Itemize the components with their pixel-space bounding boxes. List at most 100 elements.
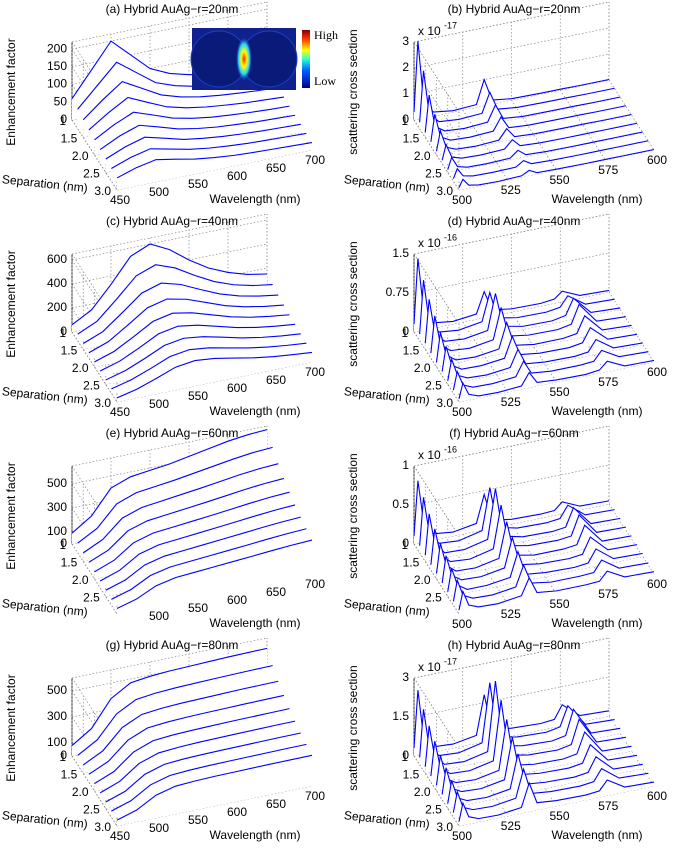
grid-line <box>116 149 313 191</box>
y-tick-label: 200 <box>47 300 67 314</box>
curve <box>82 282 279 344</box>
y-tick-label: 400 <box>47 276 67 290</box>
panel-title: (f) Hybrid AuAg−r=60nm <box>449 426 578 440</box>
z-tick-label: 1 <box>59 750 66 764</box>
curve-occluder <box>459 571 654 614</box>
x-tick-label: 500 <box>149 609 169 623</box>
y-axis-label: Enhancement factor <box>4 38 18 145</box>
curve <box>116 539 313 609</box>
x-tick-label: 700 <box>305 577 325 591</box>
y-tick-label: 50 <box>54 94 68 108</box>
z-tick-label: 1 <box>401 114 408 128</box>
z-tick-label: 1 <box>401 326 408 340</box>
x-tick-label: 600 <box>227 381 247 395</box>
grid-line <box>413 464 610 506</box>
grid-line <box>413 252 610 294</box>
z-axis-label: Separation (nm) <box>343 596 430 619</box>
y-axis-label: Enhancement factor <box>4 462 18 569</box>
panel: 0 1.5 3 500 525 550 575 600 1 1.5 2.0 2.5 3.0 (h) Hyb… <box>343 637 667 843</box>
curve-occluder <box>117 352 312 402</box>
panel: 0 200 400 600 450 500 550 600 650 700 1 1.5 2.0 2.5 3.… <box>1 213 325 419</box>
x-axis-label: Wavelength (nm) <box>552 828 643 842</box>
y-tick-label: 300 <box>47 709 67 723</box>
curve <box>94 491 290 573</box>
curve-occluder <box>442 537 638 588</box>
x-tick-label: 550 <box>549 809 569 823</box>
curve <box>111 132 307 169</box>
curve <box>105 732 301 803</box>
grid-line <box>458 785 655 827</box>
grid-line <box>447 556 643 597</box>
z-tick-label: 2.5 <box>83 167 100 181</box>
curve <box>105 123 301 160</box>
z-tick-label: 2.5 <box>83 379 100 393</box>
x-tick-label: 600 <box>647 577 667 591</box>
panel-title: (h) Hybrid AuAg−r=80nm <box>448 638 581 652</box>
y-axis-label: scattering cross section <box>346 665 360 790</box>
curve <box>99 114 296 151</box>
x-tick-label: 525 <box>501 183 521 197</box>
y-tick-label: 3 <box>402 670 409 684</box>
x-axis-label: Wavelength (nm) <box>552 404 643 418</box>
curve <box>105 516 301 591</box>
panel-title: (e) Hybrid AuAg−r=60nm <box>106 426 239 440</box>
x-axis-label: Wavelength (nm) <box>552 192 643 206</box>
grid-line <box>413 213 610 255</box>
z-tick-label: 1 <box>59 114 66 128</box>
z-tick-label: 2.5 <box>425 379 442 393</box>
grid-line <box>413 53 610 95</box>
z-axis-label: Separation (nm) <box>1 596 88 619</box>
y-tick-label: 0 <box>402 536 409 550</box>
x-tick-label: 500 <box>149 397 169 411</box>
panel-title: (g) Hybrid AuAg−r=80nm <box>106 638 239 652</box>
curve-occluder <box>117 540 312 614</box>
exponent-power: -17 <box>444 656 457 666</box>
x-tick-label: 450 <box>110 405 130 419</box>
curve-occluder <box>453 768 649 818</box>
z-axis-label: Separation (nm) <box>1 172 88 195</box>
y-tick-label: 1.5 <box>392 709 409 723</box>
z-tick-label: 2.0 <box>72 149 89 163</box>
y-tick-label: 1 <box>402 86 409 100</box>
panel: 0 50 100 150 200 450 500 550 600 650 700 1 1.5 2.0 2.5… <box>1 1 338 207</box>
curve-occluder <box>425 95 621 138</box>
curve <box>111 342 307 390</box>
curve <box>99 504 296 582</box>
curve <box>77 264 273 335</box>
box-edge <box>71 425 268 467</box>
x-tick-label: 600 <box>227 805 247 819</box>
panel-title: (d) Hybrid AuAg−r=40nm <box>448 214 581 228</box>
curve <box>71 647 268 747</box>
x-axis-label: Wavelength (nm) <box>210 616 301 630</box>
colorbar-label: High <box>314 28 338 42</box>
curve <box>77 665 273 756</box>
panel-title: (c) Hybrid AuAg−r=40nm <box>106 214 238 228</box>
z-tick-label: 1.5 <box>61 344 78 358</box>
y-tick-label: 0.75 <box>386 285 410 299</box>
exponent-power: -16 <box>444 232 457 242</box>
curve <box>458 148 655 188</box>
curve <box>82 81 279 121</box>
curve-occluder <box>117 142 312 190</box>
x-tick-label: 600 <box>227 593 247 607</box>
curve <box>88 694 284 775</box>
x-tick-label: 550 <box>188 177 208 191</box>
y-tick-label: 600 <box>47 252 67 266</box>
exponent-base: x 10 <box>418 448 441 462</box>
z-tick-label: 2.0 <box>414 149 431 163</box>
exponent-base: x 10 <box>418 660 441 674</box>
grid-line <box>71 8 268 50</box>
curve-occluder <box>117 755 312 826</box>
z-tick-label: 1.5 <box>403 344 420 358</box>
y-tick-label: 0 <box>402 112 409 126</box>
y-tick-label: 500 <box>47 683 67 697</box>
box-edge <box>71 213 268 255</box>
exponent-power: -16 <box>444 444 457 454</box>
curve <box>88 298 284 354</box>
x-tick-label: 650 <box>266 161 286 175</box>
curve <box>435 113 632 152</box>
curve <box>452 349 649 391</box>
exponent-base: x 10 <box>418 236 441 250</box>
